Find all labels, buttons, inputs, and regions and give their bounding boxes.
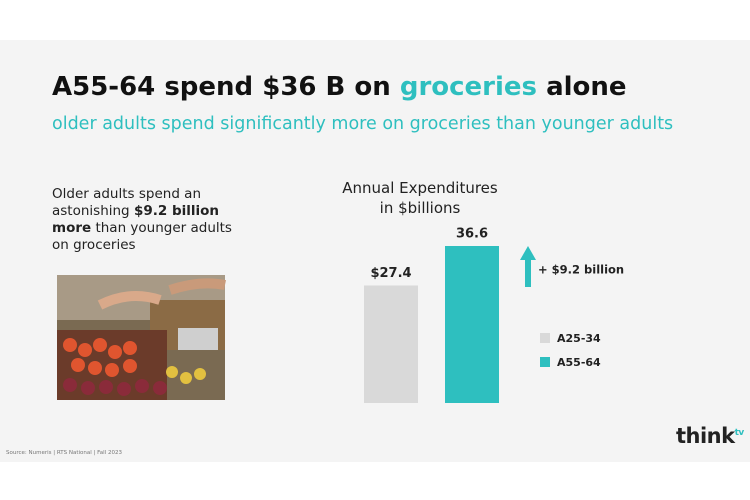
chart-title: Annual Expenditures in $billions — [342, 179, 498, 217]
logo-sup: tv — [734, 428, 745, 438]
data-label: $27.4 — [370, 266, 411, 281]
source: Source: Numeris | RTS National | Fall 20… — [6, 450, 122, 456]
body-emphasis: $9.2 billion more — [52, 203, 220, 236]
legend-swatch — [540, 357, 550, 367]
body-text: Older adults spend an astonishing $9.2 b… — [52, 186, 242, 254]
arrow — [520, 246, 536, 287]
legend-swatch — [540, 333, 550, 343]
body-part: than younger adults on groceries — [52, 220, 232, 253]
legend-label: A25-34 — [557, 332, 601, 345]
logo: thinktv — [676, 424, 744, 448]
grocery-photo — [57, 275, 226, 400]
title-text: A55-64 spend $36 B on — [52, 72, 400, 102]
bar — [364, 285, 418, 403]
subtitle: older adults spend significantly more on… — [52, 114, 674, 134]
logo-text: think — [676, 424, 735, 448]
legend-label: A55-64 — [557, 356, 601, 369]
title-text: alone — [537, 72, 627, 102]
data-label: 36.6 — [456, 227, 488, 242]
slide-title: A55-64 spend $36 B on groceries alone — [52, 72, 627, 102]
body-part: Older adults spend an astonishing — [52, 186, 202, 219]
bar — [445, 246, 499, 403]
annotation: + $9.2 billion — [538, 263, 624, 277]
title-highlight: groceries — [399, 72, 538, 102]
